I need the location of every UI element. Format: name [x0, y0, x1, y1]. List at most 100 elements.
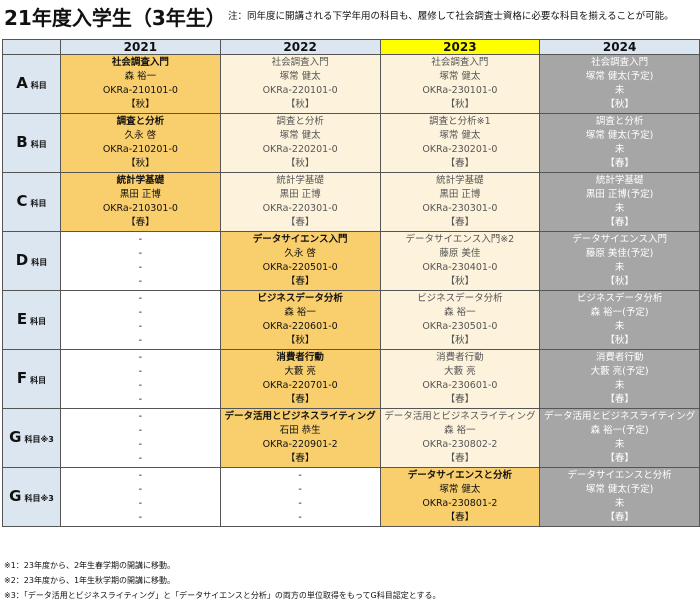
course-code: 未	[614, 498, 625, 509]
course-code: OKRa-210201-0	[102, 144, 178, 155]
category-letter: E	[16, 309, 28, 328]
course-cell: データ活用とビジネスライティング 石田 恭生 OKRa-220901-2 【春】	[219, 408, 381, 468]
term: 【春】	[285, 276, 315, 287]
course-cell: ビジネスデータ分析森 裕一 OKRa-230501-0 【秋】	[379, 290, 541, 350]
course-cell: - - - -	[60, 290, 221, 350]
category-letter: G	[9, 486, 22, 505]
course-row: C 科目 統計学基礎 黒田 正博 OKRa-210301-0 【春】 統計学基礎 黒田 正博 O…	[2, 172, 700, 232]
term: 【秋】	[285, 335, 315, 346]
term: -	[138, 512, 143, 523]
category-suffix: 科目	[30, 316, 47, 326]
row-category-label: A 科目	[2, 54, 61, 114]
category-suffix: 科目	[30, 375, 47, 385]
term: 【春】	[605, 158, 634, 169]
footnote-1: ※1：23年度から、2年生春学期の開講に移動。	[4, 561, 176, 570]
term: 【春】	[445, 394, 475, 405]
category-letter: C	[16, 191, 28, 210]
instructor: 塚常 健太	[439, 130, 481, 141]
course-cell: データサイエンス入門 久永 啓 OKRa-220501-0 【春】	[219, 231, 381, 291]
course-name: データ活用とビジネスライティング	[544, 411, 696, 422]
course-name: データ活用とビジネスライティング	[384, 411, 536, 422]
instructor: 藤原 美佳	[439, 248, 481, 259]
category-letter: F	[16, 368, 28, 387]
course-cell: データ活用とビジネスライティング森 裕一(予定) 未【春】	[539, 408, 700, 468]
course-code: 未	[614, 85, 625, 96]
year-header-row: 2021 2022 2023 2024	[2, 39, 700, 55]
course-name: 統計学基礎	[116, 175, 165, 186]
course-name: -	[298, 470, 302, 481]
instructor: 黒田 正博(予定)	[585, 189, 654, 200]
course-name: -	[138, 234, 143, 245]
instructor: 黒田 正博	[119, 189, 161, 200]
course-name: データサイエンスと分析	[407, 470, 512, 481]
course-name: 統計学基礎	[276, 175, 324, 186]
term: 【秋】	[285, 99, 315, 110]
course-code: OKRa-220101-0	[262, 85, 338, 96]
course-name: 調査と分析	[116, 116, 165, 127]
course-code: 未	[614, 203, 625, 214]
course-cell: - - - -	[219, 467, 381, 527]
term: 【春】	[445, 453, 475, 464]
course-name: 調査と分析	[276, 116, 324, 127]
instructor: -	[138, 366, 143, 377]
instructor: 塚常 健太(予定)	[585, 484, 654, 495]
course-name: 統計学基礎	[436, 175, 484, 186]
category-letter: A	[16, 73, 28, 92]
course-cell: 社会調査入門 塚常 健太(予定) 未【秋】	[539, 54, 700, 114]
instructor: 森 裕一	[444, 307, 476, 318]
course-code: -	[138, 498, 143, 509]
year-header-2023: 2023	[379, 39, 541, 55]
category-suffix: 科目※3	[24, 434, 54, 444]
row-category-label: G 科目※3	[2, 467, 61, 527]
course-name: データサイエンスと分析	[567, 470, 672, 481]
instructor: 黒田 正博	[279, 189, 321, 200]
instructor: 森 裕一(予定)	[590, 307, 649, 318]
course-name: 社会調査入門	[271, 57, 329, 68]
term: -	[138, 276, 143, 287]
instructor: 久永 啓	[124, 130, 157, 141]
row-category-label: D 科目	[2, 231, 61, 291]
course-code: OKRa-230601-0	[422, 380, 498, 391]
course-code: OKRa-230401-0	[422, 262, 498, 273]
course-code: OKRa-210101-0	[102, 85, 178, 96]
instructor: 塚常 健太	[439, 484, 481, 495]
course-cell: 消費者行動 大藪 亮(予定) 未【春】	[539, 349, 700, 409]
row-category-label: E 科目	[2, 290, 61, 350]
course-cell: 統計学基礎 黒田 正博 OKRa-220301-0 【春】	[219, 172, 381, 232]
course-cell: 調査と分析 久永 啓 OKRa-210201-0 【秋】	[60, 113, 221, 173]
term: 【春】	[285, 394, 315, 405]
course-cell: - - - -	[60, 408, 221, 468]
course-schedule-table: 2021 2022 2023 2024 A 科目 社会調査入門森 裕一 OKRa-21…	[2, 39, 700, 527]
term: 【秋】	[605, 99, 634, 110]
corner-cell	[2, 39, 61, 55]
course-code: OKRa-220901-2	[262, 439, 338, 450]
instructor: 森 裕一	[444, 425, 476, 436]
course-code: -	[138, 262, 143, 273]
course-cell: データサイエンス入門 藤原 美佳(予定) 未【秋】	[539, 231, 700, 291]
category-letter: B	[16, 132, 28, 151]
course-row: G 科目※3 - - - - - - - - データサイエンスと分析 塚常 健太 OKRa-230801…	[2, 467, 700, 527]
category-suffix: 科目	[30, 80, 47, 90]
course-name: データサイエンス入門※2	[405, 234, 515, 245]
course-cell: 調査と分析※1 塚常 健太 OKRa-230201-0 【春】	[379, 113, 541, 173]
course-code: OKRa-220701-0	[262, 380, 338, 391]
term: 【春】	[285, 217, 315, 228]
course-name: データサイエンス入門	[252, 234, 348, 245]
instructor: -	[298, 484, 302, 495]
course-row: G 科目※3 - - - - データ活用とビジネスライティング 石田 恭生 OKRa-22090…	[2, 408, 700, 468]
course-cell: データ活用とビジネスライティング森 裕一 OKRa-230802-2 【春】	[379, 408, 541, 468]
course-cell: データサイエンス入門※2 藤原 美佳 OKRa-230401-0 【秋】	[379, 231, 541, 291]
row-category-label: F 科目	[2, 349, 61, 409]
term: 【春】	[605, 394, 634, 405]
course-cell: 消費者行動 大藪 亮 OKRa-220701-0 【春】	[219, 349, 381, 409]
instructor: -	[138, 425, 143, 436]
course-row: F 科目 - - - - 消費者行動 大藪 亮 OKRa-220701-0 【春】 消費者行動 大藪 …	[2, 349, 700, 409]
course-cell: 統計学基礎 黒田 正博(予定) 未【春】	[539, 172, 700, 232]
course-cell: - - - -	[60, 467, 221, 527]
instructor: -	[138, 484, 143, 495]
course-cell: - - - -	[60, 231, 221, 291]
term: -	[138, 335, 143, 346]
course-row: D 科目 - - - - データサイエンス入門 久永 啓 OKRa-220501-0 【春】 データ…	[2, 231, 700, 291]
course-name: 社会調査入門	[431, 57, 489, 68]
row-category-label: B 科目	[2, 113, 61, 173]
